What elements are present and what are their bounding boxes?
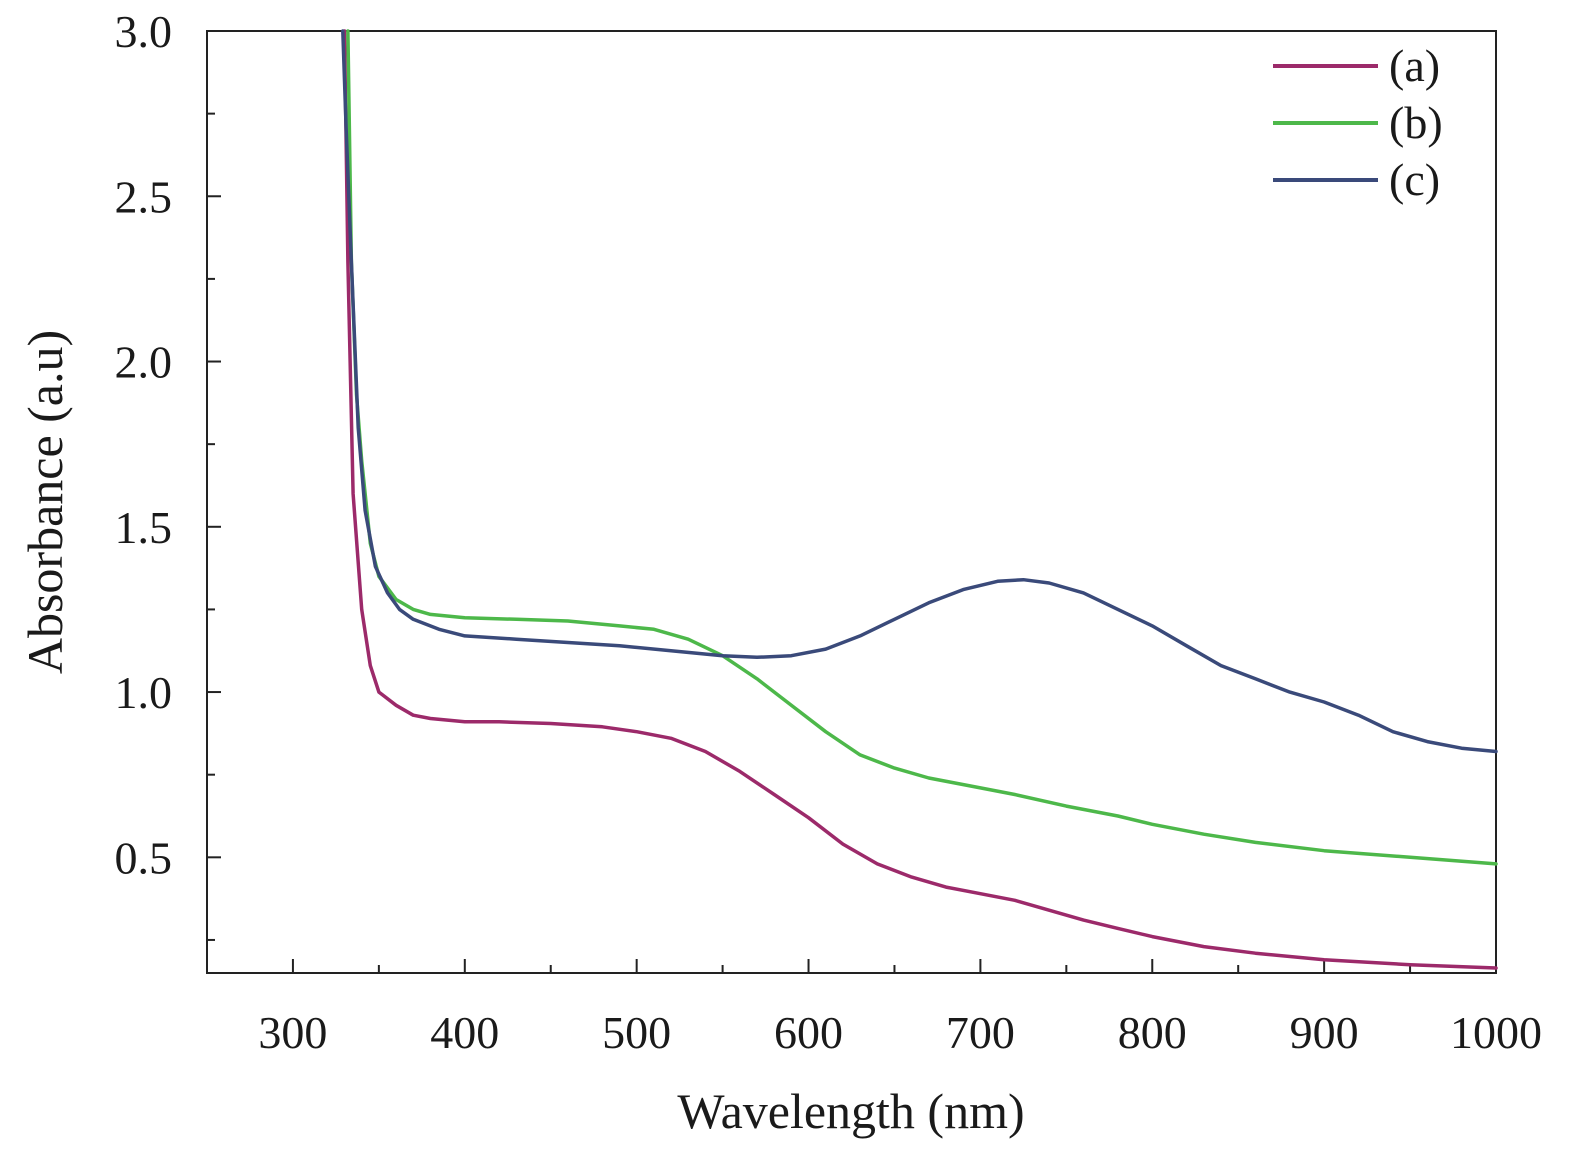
y-tick-label-0.5: 0.5 (115, 832, 173, 883)
y-tick-label-2: 2.0 (115, 337, 173, 388)
x-tick-label-600: 600 (774, 1007, 843, 1058)
y-tick-label-2.5: 2.5 (115, 171, 173, 222)
series-line-a (342, 29, 1498, 970)
y-axis-title: Absorbance (a.u) (17, 330, 73, 674)
legend-label-c: (c) (1389, 154, 1440, 205)
x-tick-label-800: 800 (1118, 1007, 1187, 1058)
series-group (341, 29, 1498, 970)
x-axis-title: Wavelength (nm) (677, 1083, 1024, 1139)
y-tick-label-1.5: 1.5 (115, 502, 173, 553)
x-tick-label-700: 700 (946, 1007, 1015, 1058)
tick-labels: 300 400 500 600 700 800 900 1000 0.5 1.0 1.5 2.0 2.5… (115, 6, 1543, 1058)
plot-frame (206, 30, 1497, 974)
legend: (a) (b) (c) (1273, 40, 1443, 205)
x-tick-label-500: 500 (602, 1007, 671, 1058)
x-tick-label-300: 300 (258, 1007, 327, 1058)
x-tick-label-400: 400 (430, 1007, 499, 1058)
y-tick-label-1: 1.0 (115, 667, 173, 718)
legend-label-a: (a) (1389, 40, 1440, 91)
series-line-c (341, 29, 1498, 754)
series-line-b (346, 29, 1498, 866)
axis-ticks (206, 30, 1497, 973)
legend-label-b: (b) (1389, 97, 1443, 148)
y-tick-label-3: 3.0 (115, 6, 173, 57)
x-tick-label-1000: 1000 (1450, 1007, 1542, 1058)
x-tick-label-900: 900 (1290, 1007, 1359, 1058)
